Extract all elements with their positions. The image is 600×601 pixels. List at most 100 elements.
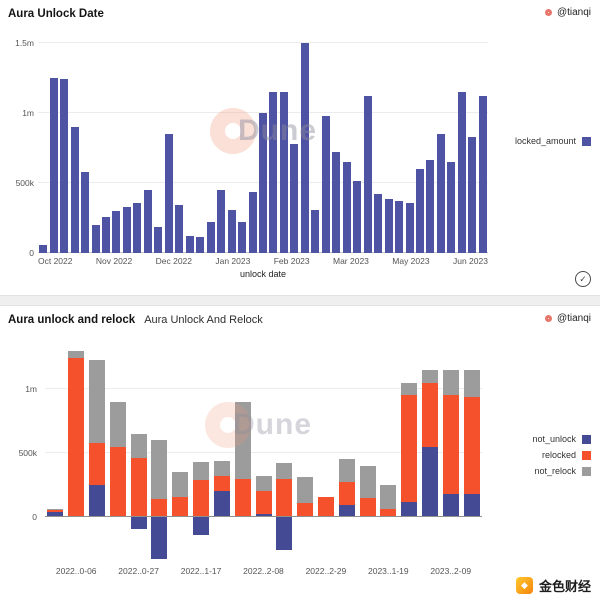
bar-locked_amount[interactable]	[468, 136, 477, 253]
bar-locked_amount[interactable]	[457, 92, 466, 253]
bar-locked_amount[interactable]	[395, 200, 404, 253]
bar-locked_amount[interactable]	[311, 210, 320, 253]
bar-segment-relocked[interactable]	[47, 509, 64, 512]
bar-segment-not_relock[interactable]	[213, 460, 230, 477]
bar-segment-not_unlock[interactable]	[276, 517, 293, 551]
bar-segment-relocked[interactable]	[130, 458, 147, 517]
legend-item-not-unlock[interactable]: not_unlock	[532, 434, 591, 444]
bar-locked_amount[interactable]	[300, 43, 309, 253]
bar-segment-not_relock[interactable]	[255, 476, 272, 492]
bar-locked_amount[interactable]	[91, 225, 100, 253]
bar-locked_amount[interactable]	[363, 96, 372, 253]
bar-locked_amount[interactable]	[49, 78, 58, 253]
bar-locked_amount[interactable]	[436, 134, 445, 253]
bar-segment-not_relock[interactable]	[151, 440, 168, 500]
bar-locked_amount[interactable]	[426, 159, 435, 253]
bar-segment-relocked[interactable]	[421, 382, 438, 447]
bar-segment-relocked[interactable]	[297, 502, 314, 517]
bar-segment-not_unlock[interactable]	[47, 511, 64, 517]
bar-segment-not_unlock[interactable]	[213, 491, 230, 517]
legend-item-not-relock[interactable]: not_relock	[532, 466, 591, 476]
bar-locked_amount[interactable]	[112, 211, 121, 253]
bar-locked_amount[interactable]	[405, 203, 414, 253]
bar-segment-not_relock[interactable]	[193, 461, 210, 480]
bar-locked_amount[interactable]	[154, 227, 163, 253]
bar-segment-relocked[interactable]	[380, 509, 397, 517]
bar-segment-not_unlock[interactable]	[463, 493, 480, 517]
bar-segment-not_unlock[interactable]	[151, 517, 168, 560]
bar-segment-not_relock[interactable]	[297, 477, 314, 503]
bar-locked_amount[interactable]	[206, 221, 215, 253]
bar-segment-not_unlock[interactable]	[193, 517, 210, 535]
bar-segment-not_relock[interactable]	[234, 401, 251, 479]
bar-locked_amount[interactable]	[81, 171, 90, 253]
bar-locked_amount[interactable]	[227, 209, 236, 253]
bar-segment-not_relock[interactable]	[401, 382, 418, 396]
bar-locked_amount[interactable]	[447, 162, 456, 253]
bar-segment-relocked[interactable]	[109, 446, 126, 517]
bar-segment-not_relock[interactable]	[359, 465, 376, 498]
bar-locked_amount[interactable]	[70, 127, 79, 253]
bar-segment-relocked[interactable]	[213, 476, 230, 492]
bar-segment-relocked[interactable]	[151, 499, 168, 517]
bar-segment-not_relock[interactable]	[421, 369, 438, 383]
bar-locked_amount[interactable]	[39, 244, 48, 253]
bar-segment-relocked[interactable]	[234, 478, 251, 517]
bar-segment-not_relock[interactable]	[172, 472, 189, 497]
bar-segment-not_unlock[interactable]	[421, 446, 438, 517]
chart1-attribution[interactable]: @tianqi	[544, 7, 591, 18]
bar-segment-relocked[interactable]	[255, 491, 272, 515]
bar-locked_amount[interactable]	[279, 92, 288, 253]
bar-locked_amount[interactable]	[60, 79, 69, 253]
bar-segment-not_relock[interactable]	[89, 359, 106, 443]
bar-locked_amount[interactable]	[122, 206, 131, 253]
bar-locked_amount[interactable]	[185, 236, 194, 253]
legend-item-relocked[interactable]: relocked	[532, 450, 591, 460]
chart2-attribution[interactable]: @tianqi	[544, 313, 591, 324]
bar-segment-not_relock[interactable]	[276, 463, 293, 479]
bar-locked_amount[interactable]	[269, 92, 278, 253]
bar-locked_amount[interactable]	[415, 169, 424, 253]
bar-segment-relocked[interactable]	[442, 395, 459, 494]
bar-segment-not_relock[interactable]	[442, 369, 459, 396]
bar-segment-not_unlock[interactable]	[442, 493, 459, 517]
bar-locked_amount[interactable]	[143, 190, 152, 253]
bar-segment-not_unlock[interactable]	[130, 517, 147, 529]
bar-segment-not_relock[interactable]	[463, 369, 480, 397]
bar-segment-not_unlock[interactable]	[89, 485, 106, 517]
bar-segment-relocked[interactable]	[463, 396, 480, 494]
bar-segment-relocked[interactable]	[172, 496, 189, 517]
bar-segment-not_relock[interactable]	[109, 401, 126, 447]
bar-locked_amount[interactable]	[384, 199, 393, 253]
bar-locked_amount[interactable]	[164, 134, 173, 253]
bar-segment-not_relock[interactable]	[380, 485, 397, 510]
bar-segment-not_unlock[interactable]	[255, 514, 272, 517]
bar-locked_amount[interactable]	[238, 221, 247, 253]
bar-segment-relocked[interactable]	[317, 496, 334, 517]
bar-segment-relocked[interactable]	[89, 442, 106, 485]
bar-segment-not_unlock[interactable]	[338, 505, 355, 517]
bar-segment-not_unlock[interactable]	[401, 501, 418, 517]
bar-segment-relocked[interactable]	[359, 497, 376, 517]
bar-segment-not_relock[interactable]	[47, 508, 64, 510]
bar-segment-relocked[interactable]	[68, 358, 85, 517]
bar-segment-relocked[interactable]	[338, 482, 355, 506]
bar-segment-not_relock[interactable]	[130, 433, 147, 459]
bar-segment-relocked[interactable]	[193, 479, 210, 517]
legend-item-locked-amount[interactable]: locked_amount	[515, 136, 591, 146]
bar-locked_amount[interactable]	[353, 180, 362, 253]
bar-segment-not_relock[interactable]	[338, 459, 355, 483]
bar-locked_amount[interactable]	[133, 203, 142, 253]
bar-locked_amount[interactable]	[175, 204, 184, 253]
bar-locked_amount[interactable]	[196, 236, 205, 253]
bar-segment-relocked[interactable]	[401, 395, 418, 502]
bar-locked_amount[interactable]	[374, 194, 383, 253]
bar-locked_amount[interactable]	[321, 115, 330, 253]
bar-locked_amount[interactable]	[290, 143, 299, 253]
bar-locked_amount[interactable]	[259, 113, 267, 253]
bar-locked_amount[interactable]	[248, 192, 257, 253]
bar-locked_amount[interactable]	[478, 96, 487, 253]
bar-segment-not_relock[interactable]	[68, 350, 85, 359]
bar-locked_amount[interactable]	[342, 162, 351, 253]
bar-locked_amount[interactable]	[332, 152, 341, 253]
